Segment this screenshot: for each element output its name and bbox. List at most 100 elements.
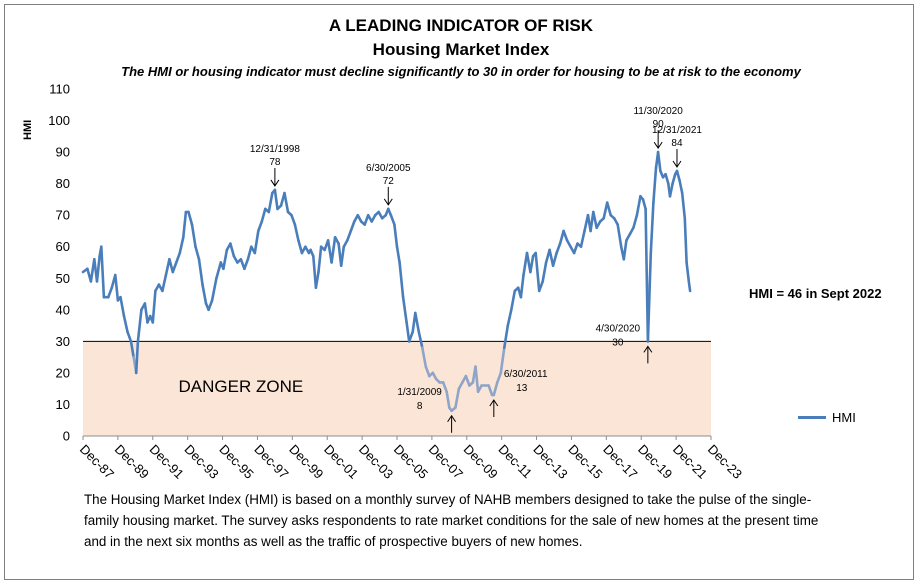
hmi-line-segment [187, 210, 194, 226]
hmi-line-segment [420, 346, 428, 368]
hmi-line-segment [246, 245, 253, 261]
hmi-line-segment [656, 150, 662, 173]
y-tick-label: 0 [63, 429, 70, 444]
annotation-date: 11/30/2020 [633, 106, 683, 117]
annotation-date: 6/30/2011 [504, 369, 548, 380]
annotation-value: 13 [516, 383, 528, 394]
x-tick-label: Dec-01 [321, 442, 361, 482]
y-tick-label: 30 [56, 334, 70, 349]
x-tick-label: Dec-99 [286, 442, 326, 482]
hmi-line-segment [464, 374, 471, 387]
y-tick-label: 70 [56, 208, 70, 223]
hmi-line-segment [591, 210, 599, 230]
chart-note: The HMI or housing indicator must declin… [121, 64, 801, 79]
y-tick-labels: 0 10 20 30 40 50 60 70 80 90 100 110 [48, 82, 70, 444]
hmi-line-segment [616, 223, 623, 248]
chart-frame [4, 4, 914, 580]
annotation-date: 12/31/1998 [250, 144, 300, 155]
hmi-line-segment [678, 179, 684, 195]
hmi-line-segment [668, 182, 674, 198]
y-tick-label: 50 [56, 271, 70, 286]
hmi-line-segment [474, 365, 480, 394]
x-tick-label: Dec-23 [705, 442, 745, 482]
annotation-arrowhead [489, 399, 499, 407]
hmi-line-segment [441, 381, 449, 394]
annotation-value: 78 [269, 157, 281, 168]
hmi-line-segment [339, 245, 346, 268]
hmi-line-segment [389, 213, 396, 226]
hmi-line-segment [675, 169, 681, 182]
annotation-arrowhead [643, 345, 653, 353]
hmi-line-segment [492, 381, 499, 397]
annotation-date: 1/31/2009 [397, 387, 442, 398]
hmi-line-segment [273, 188, 279, 211]
annotation-value: 8 [417, 401, 423, 412]
hmi-line-segment [151, 289, 157, 324]
y-tick-label: 100 [48, 113, 70, 128]
chart-subtitle: Housing Market Index [372, 40, 550, 59]
hmi-line-segment [499, 346, 506, 375]
hmi-line-segment [649, 201, 655, 255]
hmi-line-segment [413, 311, 421, 334]
y-tick-label: 40 [56, 302, 70, 317]
y-tick-label: 10 [56, 397, 70, 412]
hmi-line-segment [502, 324, 510, 350]
hmi-line-segment [395, 245, 401, 264]
hmi-current-note: HMI = 46 in Sept 2022 [749, 286, 882, 301]
hmi-line-segment [253, 229, 260, 255]
hmi-line-segment [119, 295, 126, 318]
y-tick-label: 60 [56, 239, 70, 254]
description-text: The Housing Market Index (HMI) is based … [84, 492, 819, 549]
hmi-line-segment [215, 261, 223, 280]
hmi-line-segment [605, 201, 613, 217]
x-tick-label: Dec-07 [426, 442, 466, 482]
danger-zone-label: DANGER ZONE [179, 377, 304, 396]
hmi-line-segment [210, 276, 218, 302]
hmi-line-segment [680, 191, 687, 220]
y-tick-label: 20 [56, 365, 70, 380]
hmi-line-segment [283, 191, 290, 214]
hmi-line-segment [129, 340, 135, 359]
x-tick-label: Dec-95 [216, 442, 256, 482]
hmi-line-segment [207, 299, 214, 312]
hmi-line-segment [519, 273, 525, 299]
x-tick-label: Dec-13 [530, 442, 570, 482]
annotation-arrowhead [447, 414, 457, 423]
annotation-value: 30 [612, 337, 624, 348]
hmi-line-segment [330, 236, 337, 264]
hmi-line-segment [194, 245, 201, 261]
hmi-line-segment [314, 270, 320, 290]
hmi-line-segment [407, 330, 415, 343]
x-tick-label: Dec-89 [112, 442, 152, 482]
hmi-line-segment [424, 365, 431, 378]
hmi-line-segment [687, 280, 692, 293]
hmi-line-segment [317, 245, 323, 274]
hmi-line-segment [297, 239, 304, 255]
hmi-line-segment [95, 254, 101, 283]
hmi-line-segment [175, 251, 182, 264]
x-tick-label: Dec-19 [635, 442, 675, 482]
hmi-line-segment [256, 220, 264, 233]
hmi-line-segment [267, 191, 274, 214]
x-tick-label: Dec-87 [77, 442, 117, 482]
hmi-line-segment [243, 257, 250, 271]
hmi-line-segment [222, 248, 229, 271]
hmi-line-segment [509, 289, 517, 312]
hmi-line-segment [393, 223, 399, 248]
hmi-line-segment [683, 217, 688, 264]
annotation-arrowhead [672, 160, 682, 168]
hmi-line-segment [632, 213, 639, 230]
x-tick-label: Dec-93 [182, 442, 222, 482]
hmi-line-segment [290, 213, 297, 226]
hmi-line-segment [635, 195, 642, 217]
danger-zone-area [83, 341, 711, 436]
hmi-line-segment [114, 273, 120, 302]
legend: HMI [798, 410, 856, 425]
hmi-line-segment [551, 251, 558, 268]
hmi-line-segment [671, 172, 677, 185]
chart-title: A LEADING INDICATOR OF RISK [328, 16, 594, 35]
x-tick-label: Dec-91 [147, 442, 187, 482]
hmi-line-segment [171, 261, 178, 274]
hmi-line-segment [136, 308, 143, 343]
